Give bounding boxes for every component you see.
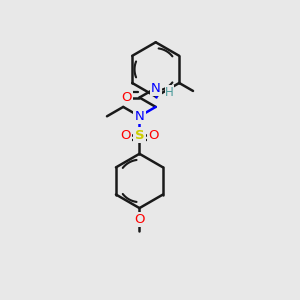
Text: S: S: [135, 128, 144, 142]
Text: O: O: [121, 91, 132, 104]
Text: O: O: [134, 213, 145, 226]
Text: N: N: [135, 110, 144, 123]
Text: O: O: [120, 128, 130, 142]
Text: N: N: [151, 82, 160, 95]
Text: H: H: [165, 85, 174, 99]
Text: O: O: [148, 128, 159, 142]
